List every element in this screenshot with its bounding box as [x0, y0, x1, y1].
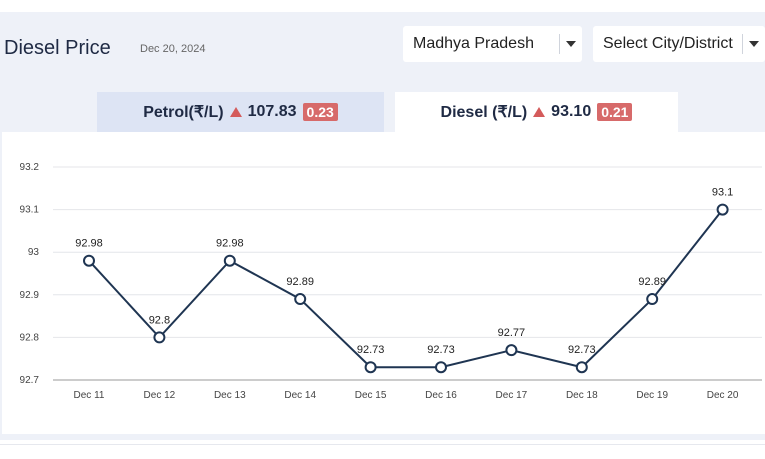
data-point [364, 361, 377, 374]
tab-diesel[interactable]: Diesel (₹/L) 93.10 0.21 [395, 92, 678, 132]
state-select-value: Madhya Pradesh [413, 35, 534, 52]
price-date: Dec 20, 2024 [140, 43, 206, 55]
x-tick-label: Dec 19 [636, 390, 668, 401]
data-label: 92.98 [216, 238, 244, 250]
tab-petrol[interactable]: Petrol(₹/L) 107.83 0.23 [97, 92, 384, 132]
city-select[interactable]: Select City/District [593, 26, 765, 62]
data-label: 92.89 [638, 276, 666, 288]
tab-petrol-price: 107.83 [247, 103, 297, 120]
data-point [575, 361, 588, 374]
x-tick-label: Dec 17 [496, 390, 528, 401]
page-title: Diesel Price [4, 37, 111, 59]
city-select-placeholder: Select City/District [603, 35, 733, 52]
y-tick-label: 92.7 [20, 375, 40, 386]
trend-up-icon [533, 107, 546, 117]
data-point [435, 361, 447, 374]
data-point [153, 331, 166, 344]
x-tick-label: Dec 16 [425, 390, 457, 401]
data-label: 92.8 [149, 314, 170, 326]
tab-diesel-label: Diesel (₹/L) [440, 104, 528, 121]
price-change-badge: 0.23 [302, 103, 338, 121]
x-tick-label: Dec 11 [74, 390, 105, 401]
widget-header: Diesel Price Dec 20, 2024 Madhya Pradesh… [0, 12, 765, 92]
trend-up-icon [229, 107, 242, 117]
chevron-down-icon[interactable] [743, 41, 765, 47]
y-tick-label: 92.9 [20, 290, 40, 301]
x-tick-label: Dec 12 [144, 390, 176, 401]
tab-diesel-price: 93.10 [551, 103, 592, 120]
tab-petrol-label: Petrol(₹/L) [143, 104, 224, 121]
data-point [646, 293, 659, 306]
series-line [88, 208, 724, 369]
data-label: 92.89 [286, 276, 314, 288]
data-point [505, 344, 518, 357]
data-label: 92.98 [75, 238, 103, 250]
diesel-price-line-chart: 92.7 92.8 92.9 93 93.1 93.2 Dec 11 Dec 12 Dec 13… [20, 162, 762, 401]
price-change-badge: 0.21 [597, 103, 633, 121]
data-label: 92.77 [498, 327, 526, 339]
data-label: 92.73 [357, 344, 385, 356]
x-tick-label: Dec 20 [707, 390, 739, 401]
data-point [223, 254, 236, 267]
y-tick-label: 93 [28, 247, 40, 258]
data-label: 92.73 [568, 344, 596, 356]
divider [0, 444, 765, 445]
state-select[interactable]: Madhya Pradesh [403, 26, 582, 62]
y-tick-label: 93.2 [20, 162, 40, 173]
x-tick-label: Dec 14 [284, 390, 316, 401]
y-tick-label: 92.8 [20, 332, 40, 343]
data-label: 93.1 [712, 187, 733, 199]
x-tick-label: Dec 18 [566, 390, 598, 401]
x-tick-label: Dec 15 [355, 390, 387, 401]
x-tick-label: Dec 13 [214, 390, 246, 401]
y-tick-label: 93.1 [20, 205, 40, 216]
data-point [83, 254, 95, 267]
price-widget: Diesel Price Dec 20, 2024 Madhya Pradesh… [0, 12, 765, 440]
data-point [294, 293, 307, 306]
chart-panel: 92.7 92.8 92.9 93 93.1 93.2 Dec 11 Dec 12 Dec 13… [2, 132, 765, 434]
data-point [716, 203, 729, 216]
chevron-down-icon[interactable] [560, 41, 582, 47]
data-label: 92.73 [427, 344, 455, 356]
